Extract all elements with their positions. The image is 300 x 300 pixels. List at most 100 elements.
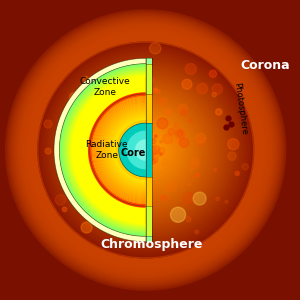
Circle shape (64, 68, 228, 232)
Circle shape (87, 91, 204, 209)
Circle shape (152, 157, 158, 163)
Polygon shape (146, 58, 152, 64)
Circle shape (93, 86, 101, 94)
Circle shape (79, 83, 213, 217)
Polygon shape (98, 102, 146, 198)
Circle shape (45, 49, 247, 251)
Circle shape (112, 116, 180, 184)
Circle shape (121, 183, 125, 187)
Polygon shape (96, 100, 146, 200)
Circle shape (42, 46, 250, 254)
Circle shape (134, 138, 158, 162)
Polygon shape (59, 64, 146, 236)
Circle shape (129, 134, 162, 166)
Polygon shape (65, 70, 146, 230)
Circle shape (109, 113, 182, 187)
Circle shape (214, 169, 216, 171)
Circle shape (156, 89, 160, 94)
Polygon shape (90, 94, 146, 206)
Polygon shape (92, 96, 146, 204)
Circle shape (122, 233, 128, 239)
Text: Convective
Zone: Convective Zone (79, 77, 130, 98)
Circle shape (110, 90, 121, 101)
Circle shape (90, 94, 202, 206)
Circle shape (62, 207, 67, 211)
Circle shape (136, 140, 155, 160)
Circle shape (18, 22, 273, 278)
Circle shape (196, 133, 206, 143)
Circle shape (128, 146, 134, 152)
Circle shape (140, 142, 145, 147)
Polygon shape (72, 76, 146, 224)
Circle shape (70, 75, 221, 225)
Circle shape (151, 139, 156, 144)
Polygon shape (63, 67, 146, 233)
Circle shape (50, 54, 241, 246)
Polygon shape (59, 64, 146, 236)
Circle shape (84, 88, 207, 212)
Circle shape (144, 148, 147, 152)
Circle shape (142, 146, 151, 155)
Polygon shape (146, 177, 152, 206)
Circle shape (83, 87, 208, 213)
Polygon shape (66, 70, 146, 230)
Circle shape (228, 152, 236, 160)
Circle shape (88, 93, 203, 207)
Polygon shape (146, 206, 152, 236)
Circle shape (92, 97, 199, 203)
Polygon shape (95, 99, 146, 201)
Circle shape (105, 106, 117, 118)
Text: Chromosphere: Chromosphere (100, 238, 202, 251)
Circle shape (127, 236, 130, 240)
Polygon shape (71, 75, 146, 225)
Circle shape (212, 92, 216, 97)
Circle shape (121, 125, 170, 175)
Circle shape (83, 76, 88, 82)
Polygon shape (97, 101, 146, 199)
Circle shape (122, 162, 132, 173)
Polygon shape (101, 105, 146, 195)
Circle shape (40, 45, 251, 255)
Circle shape (177, 130, 183, 136)
Circle shape (77, 82, 214, 218)
Text: Photosphere: Photosphere (232, 82, 249, 136)
Polygon shape (146, 64, 152, 94)
Circle shape (106, 135, 114, 143)
Circle shape (242, 164, 248, 170)
Circle shape (140, 145, 151, 155)
Circle shape (5, 10, 286, 290)
Circle shape (131, 142, 136, 147)
Polygon shape (106, 111, 146, 189)
Circle shape (100, 105, 191, 195)
Circle shape (97, 101, 195, 199)
Circle shape (142, 149, 149, 157)
Circle shape (115, 161, 122, 168)
Circle shape (56, 60, 236, 240)
Circle shape (78, 179, 95, 196)
Polygon shape (67, 71, 146, 229)
Circle shape (78, 161, 86, 169)
Circle shape (98, 102, 194, 198)
Circle shape (190, 161, 199, 169)
Circle shape (106, 224, 112, 230)
Circle shape (123, 164, 133, 173)
Polygon shape (61, 65, 146, 235)
Circle shape (128, 136, 136, 145)
Polygon shape (60, 64, 146, 236)
Circle shape (132, 199, 142, 209)
Circle shape (46, 50, 245, 250)
Circle shape (130, 135, 161, 165)
Circle shape (165, 109, 171, 116)
Circle shape (147, 150, 154, 158)
Polygon shape (68, 72, 146, 228)
Polygon shape (106, 110, 146, 190)
Circle shape (182, 79, 192, 89)
Polygon shape (61, 66, 146, 234)
Circle shape (133, 146, 137, 151)
Circle shape (192, 158, 199, 165)
Circle shape (118, 123, 173, 177)
Circle shape (107, 112, 184, 188)
Circle shape (151, 159, 156, 164)
Circle shape (107, 163, 114, 170)
Circle shape (132, 98, 144, 109)
